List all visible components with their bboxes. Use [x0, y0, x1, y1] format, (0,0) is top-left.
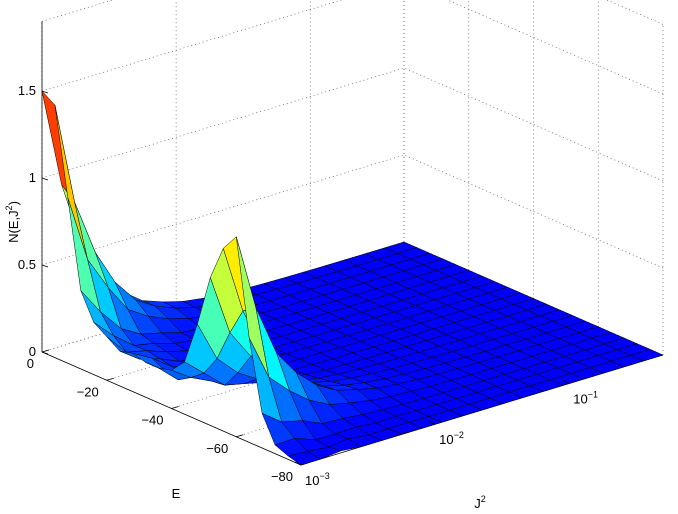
- surface-patch: [287, 451, 322, 466]
- E-tick: [106, 377, 114, 381]
- grid-line: [41, 154, 664, 269]
- surface: [41, 90, 664, 466]
- E-tick: [300, 462, 309, 466]
- grid-line: [41, 0, 664, 25]
- E-tick: [236, 434, 244, 438]
- grid-line: [41, 0, 664, 95]
- z-tick-label: 0.5: [18, 257, 36, 272]
- E-tick: [41, 349, 50, 353]
- J2-tick-label: 10−1: [573, 389, 598, 406]
- E-tick-label: −80: [271, 469, 293, 484]
- J2-tick-label: 10−3: [305, 471, 330, 488]
- z-tick-label: 1.5: [18, 83, 36, 98]
- J2-tick-label: 10−2: [439, 430, 464, 447]
- z-tick: [41, 351, 49, 355]
- E-tick-label: 0: [27, 356, 34, 371]
- ticks: 0 0.5 1 1.5 0 −20 −40 −60 −80 10−3 10−2 10−1: [18, 83, 598, 488]
- J2-tick: [563, 380, 570, 384]
- E-tick-label: −40: [141, 413, 163, 428]
- z-tick-label: 0: [29, 344, 36, 359]
- z-axis-label: N(E,J2): [4, 201, 21, 243]
- E-tick: [171, 406, 179, 409]
- E-tick-label: −20: [77, 384, 99, 399]
- y-axis-label: J2: [474, 494, 486, 511]
- J2-tick: [294, 461, 302, 466]
- J2-tick: [428, 420, 436, 425]
- z-tick: [41, 90, 49, 94]
- z-tick-label: 1: [29, 170, 36, 185]
- grid-line: [41, 67, 664, 182]
- z-tick: [41, 177, 49, 181]
- x-axis-label: E: [172, 486, 181, 501]
- z-tick: [41, 264, 49, 268]
- E-tick-label: −60: [206, 441, 228, 456]
